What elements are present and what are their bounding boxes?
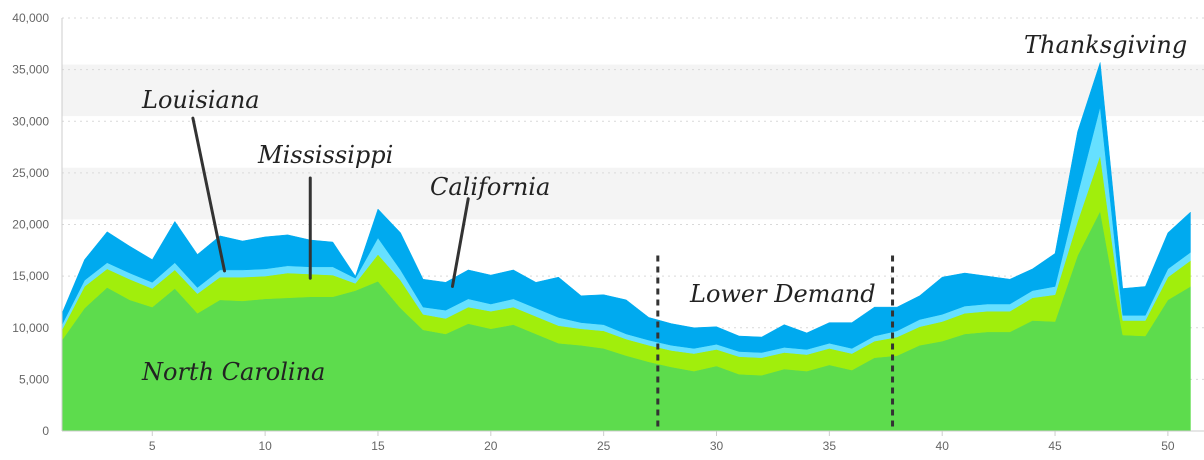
y-tick-label-8: 40,000 xyxy=(12,11,49,25)
leader-line-0 xyxy=(191,116,226,273)
y-tick-label-0: 0 xyxy=(42,424,49,438)
series-area-3 xyxy=(61,62,1191,353)
x-tick-label-9: 50 xyxy=(1161,439,1175,453)
x-tick-label-4: 25 xyxy=(597,439,611,453)
annotation-thanksgiving: Thanksgiving xyxy=(1024,31,1187,59)
y-tick-label-4: 20,000 xyxy=(12,218,49,232)
annotation-louisiana: Louisiana xyxy=(141,86,260,114)
y-tick-label-5: 25,000 xyxy=(12,166,49,180)
x-tick-label-7: 40 xyxy=(936,439,950,453)
y-tick-label-7: 35,000 xyxy=(12,63,49,77)
annotation-lower-demand: Lower Demand xyxy=(689,280,876,308)
x-tick-label-3: 20 xyxy=(484,439,498,453)
x-tick-label-1: 10 xyxy=(258,439,272,453)
x-tick-label-0: 5 xyxy=(149,439,156,453)
y-tick-label-1: 5,000 xyxy=(19,372,49,386)
annotation-leader-lines xyxy=(191,116,470,288)
lower-demand-dividers xyxy=(656,255,895,431)
annotation-north-carolina: North Carolina xyxy=(141,358,325,386)
x-tick-label-8: 45 xyxy=(1048,439,1062,453)
leader-line-2 xyxy=(450,197,470,288)
y-tick-label-2: 10,000 xyxy=(12,321,49,335)
x-tick-label-6: 35 xyxy=(823,439,837,453)
x-tick-label-2: 15 xyxy=(371,439,385,453)
annotation-california: California xyxy=(430,173,550,201)
background-band-0 xyxy=(62,167,1204,220)
y-tick-label-6: 30,000 xyxy=(12,114,49,128)
background-band-1 xyxy=(62,64,1204,117)
x-axis-ticks: 5 10 15 20 25 30 35 40 45 50 xyxy=(149,431,1175,453)
x-tick-label-5: 30 xyxy=(710,439,724,453)
y-tick-label-3: 15,000 xyxy=(12,269,49,283)
annotation-mississippi: Mississippi xyxy=(257,141,393,169)
background-bands xyxy=(62,64,1204,220)
y-axis-ticks: 0 5,000 10,000 15,000 20,000 25,000 30,000 35,0… xyxy=(12,11,49,438)
